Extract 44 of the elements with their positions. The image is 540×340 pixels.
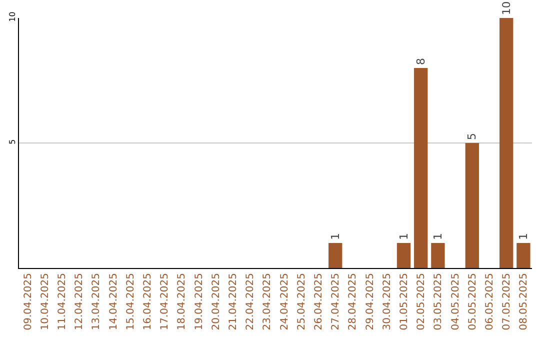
bar bbox=[396, 243, 411, 268]
x-tick-label: 13.04.2025 bbox=[91, 273, 102, 330]
x-tick-label: 21.04.2025 bbox=[228, 273, 239, 330]
data-label: 10 bbox=[500, 1, 513, 15]
x-tick-label: 06.05.2025 bbox=[484, 273, 496, 330]
data-label: 8 bbox=[414, 58, 428, 65]
bar bbox=[516, 243, 530, 268]
x-tick-label: 24.04.2025 bbox=[279, 273, 290, 330]
data-label: 1 bbox=[328, 233, 342, 240]
x-tick-label: 11.04.2025 bbox=[57, 273, 68, 330]
x-tick-label: 03.05.2025 bbox=[433, 273, 444, 330]
x-tick-label: 29.04.2025 bbox=[364, 273, 376, 330]
x-tick-label: 28.04.2025 bbox=[348, 273, 359, 330]
x-tick-label: 18.04.2025 bbox=[176, 273, 188, 330]
x-tick-label: 17.04.2025 bbox=[160, 273, 171, 330]
bar bbox=[414, 68, 428, 268]
x-tick-label: 27.04.2025 bbox=[330, 273, 342, 330]
x-tick-label: 15.04.2025 bbox=[125, 273, 136, 330]
x-tick-label: 19.04.2025 bbox=[194, 273, 205, 330]
bar bbox=[465, 143, 479, 268]
x-tick-label: 22.04.2025 bbox=[245, 273, 256, 330]
x-tick-label: 04.05.2025 bbox=[450, 273, 462, 330]
x-tick-label: 12.04.2025 bbox=[74, 273, 86, 330]
x-tick-label: 08.05.2025 bbox=[518, 273, 530, 330]
x-tick-label: 09.04.2025 bbox=[22, 273, 34, 330]
bar bbox=[328, 243, 342, 268]
x-tick-label: 23.04.2025 bbox=[262, 273, 274, 330]
x-tick-label: 10.04.2025 bbox=[40, 273, 51, 330]
x-tick-label: 16.04.2025 bbox=[142, 273, 154, 330]
bar bbox=[500, 18, 514, 268]
data-label: 1 bbox=[431, 233, 444, 240]
x-tick-label: 07.05.2025 bbox=[502, 273, 513, 330]
data-label: 1 bbox=[397, 233, 410, 240]
x-tick-label: 20.04.2025 bbox=[210, 273, 222, 330]
data-label: 1 bbox=[516, 233, 530, 240]
data-label: 5 bbox=[466, 133, 479, 140]
x-tick-label: 14.04.2025 bbox=[108, 273, 120, 330]
x-tick-label: 02.05.2025 bbox=[416, 273, 428, 330]
x-tick-label: 05.05.2025 bbox=[467, 273, 478, 330]
x-tick-label: 30.04.2025 bbox=[382, 273, 393, 330]
x-tick-label: 01.05.2025 bbox=[399, 273, 410, 330]
bar bbox=[431, 243, 445, 268]
x-tick-label: 25.04.2025 bbox=[296, 273, 308, 330]
x-tick-label: 26.04.2025 bbox=[314, 273, 324, 330]
